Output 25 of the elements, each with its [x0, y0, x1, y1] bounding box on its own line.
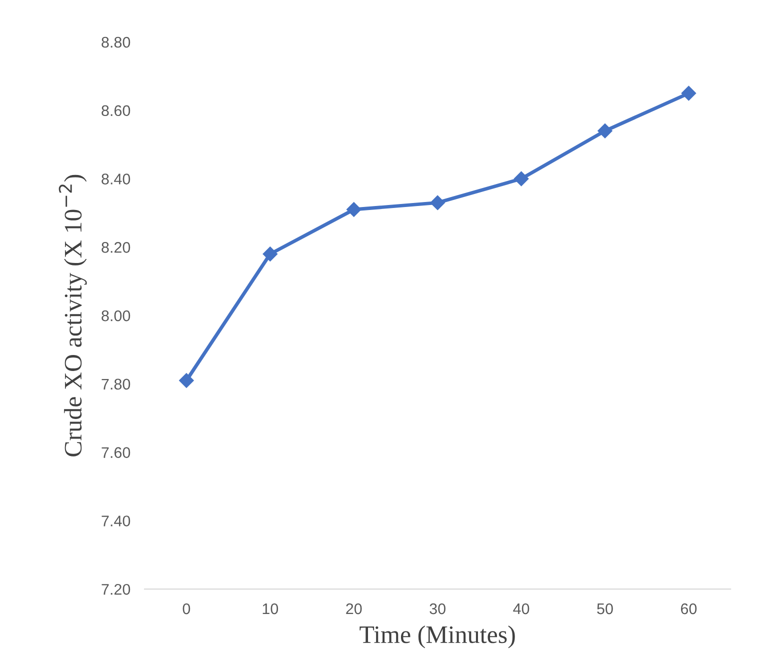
- x-axis-title: Time (Minutes): [360, 626, 515, 648]
- x-tick-label: 60: [680, 603, 697, 614]
- point: [346, 202, 362, 217]
- x-tick-label: 10: [262, 603, 278, 614]
- x-tick-label: 0: [182, 603, 190, 614]
- x-tick-label: 20: [346, 603, 362, 614]
- point: [598, 123, 612, 138]
- y-tick-label: 7.80: [102, 378, 130, 390]
- x-tick-label: 50: [597, 603, 613, 614]
- y-tick-label: 7.60: [102, 447, 130, 458]
- y-tick-label: 7.20: [102, 584, 130, 595]
- x-tick-label: 40: [513, 603, 530, 614]
- point: [681, 86, 696, 101]
- point: [514, 171, 529, 186]
- point: [179, 373, 194, 388]
- point: [262, 246, 278, 262]
- y-tick-label: 7.40: [102, 516, 130, 526]
- y-tick-label: 8.80: [102, 36, 130, 48]
- y-tick-label: 8.00: [102, 310, 130, 322]
- y-axis-title: Crude XO activity (X 10$^{−2}$): [58, 174, 87, 456]
- y-tick-label: 8.40: [102, 174, 130, 184]
- y-tick-label: 8.60: [102, 105, 130, 116]
- x-tick-label: 30: [430, 603, 446, 614]
- y-tick-label: 8.20: [102, 242, 130, 253]
- point: [430, 195, 445, 210]
